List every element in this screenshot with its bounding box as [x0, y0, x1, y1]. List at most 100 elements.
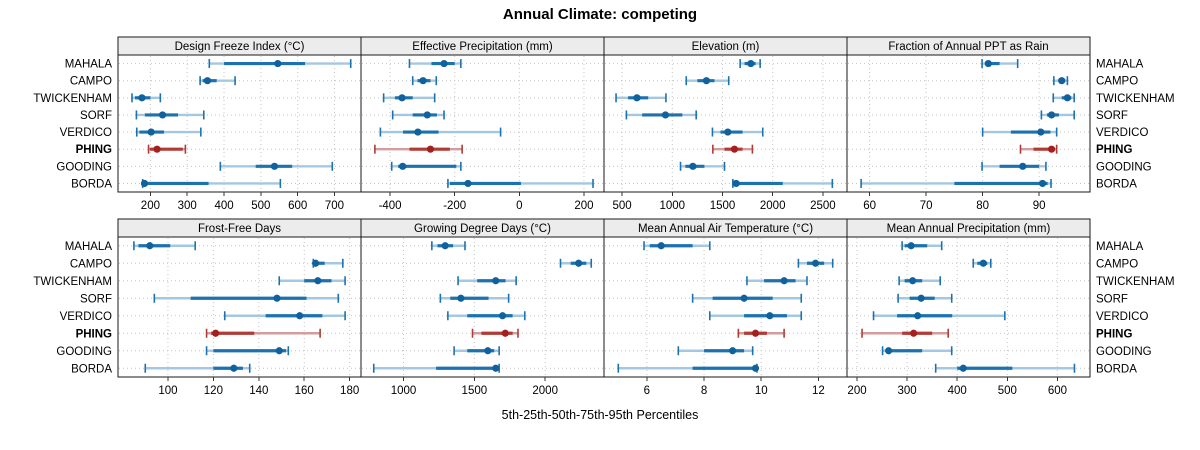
site-label-right: CAMPO — [1096, 76, 1138, 88]
median-dot — [780, 277, 788, 285]
median-dot — [492, 364, 500, 372]
axis-tick-label: 600 — [1048, 385, 1067, 397]
site-label-left: BORDA — [71, 363, 112, 375]
median-dot — [501, 329, 509, 337]
panel-strip-title: Elevation (m) — [692, 41, 760, 53]
x-axis-label: 5th-25th-50th-75th-95th Percentiles — [501, 408, 699, 422]
axis-tick-label: 12 — [812, 385, 825, 397]
median-dot — [419, 77, 427, 85]
site-label-right: MAHALA — [1096, 241, 1144, 253]
median-dot — [498, 312, 507, 320]
median-dot — [747, 59, 755, 68]
median-dot — [917, 294, 925, 302]
site-label-left: GOODING — [56, 161, 112, 173]
median-dot — [740, 294, 748, 302]
site-label-left: CAMPO — [70, 258, 112, 270]
median-dot — [314, 277, 322, 285]
panel-strip-title: Design Freeze Index (°C) — [175, 41, 305, 53]
axis-tick-label: 0 — [516, 200, 522, 212]
panel-plot-area — [846, 236, 1091, 378]
median-dot — [661, 111, 670, 119]
site-label-right: BORDA — [1096, 178, 1137, 190]
panel-strip-title: Growing Degree Days (°C) — [414, 223, 551, 235]
axis-tick-label: 2000 — [760, 200, 786, 212]
median-dot — [724, 128, 732, 136]
median-dot — [1037, 128, 1045, 136]
median-dot — [398, 94, 406, 102]
median-dot — [811, 259, 820, 267]
axis-tick-label: 1000 — [391, 385, 417, 397]
site-label-right: CAMPO — [1096, 258, 1138, 270]
median-dot — [311, 259, 320, 267]
panel-plot-area — [846, 54, 1091, 193]
median-dot — [230, 364, 238, 372]
median-dot — [440, 59, 448, 68]
axis-tick-label: 600 — [288, 200, 307, 212]
axis-tick-label: 70 — [920, 200, 933, 212]
axis-tick-label: -400 — [379, 200, 402, 212]
median-dot — [275, 347, 283, 355]
median-dot — [979, 259, 987, 267]
median-dot — [910, 329, 918, 337]
median-dot — [296, 312, 304, 320]
median-dot — [147, 128, 155, 136]
median-dot — [575, 259, 583, 267]
axis-tick-label: 10 — [755, 385, 768, 397]
site-label-left: SORF — [80, 293, 112, 305]
median-dot — [1058, 77, 1066, 85]
site-label-right: BORDA — [1096, 363, 1137, 375]
axis-tick-label: 6 — [644, 385, 650, 397]
median-dot — [464, 179, 472, 188]
median-dot — [457, 294, 465, 302]
axis-tick-label: 8 — [701, 385, 707, 397]
median-dot — [959, 364, 967, 372]
panel-plot-area — [117, 54, 362, 193]
site-label-right: GOODING — [1096, 161, 1152, 173]
site-label-right: VERDICO — [1096, 311, 1148, 323]
site-label-right: SORF — [1096, 110, 1128, 122]
site-label-right: VERDICO — [1096, 127, 1148, 139]
panel-strip-title: Mean Annual Precipitation (mm) — [887, 223, 1051, 235]
axis-tick-label: 200 — [141, 200, 160, 212]
axis-tick-label: 160 — [295, 385, 314, 397]
site-label-right: MAHALA — [1096, 59, 1144, 71]
median-dot — [729, 347, 737, 355]
axis-tick-label: 400 — [948, 385, 967, 397]
axis-tick-label: 1500 — [462, 385, 488, 397]
median-dot — [399, 162, 407, 170]
site-label-left: PHING — [76, 328, 112, 340]
site-label-left: MAHALA — [65, 59, 113, 71]
axis-tick-label: 500 — [998, 385, 1017, 397]
median-dot — [158, 111, 167, 119]
axis-tick-label: 500 — [251, 200, 270, 212]
axis-tick-label: 300 — [898, 385, 917, 397]
site-label-left: VERDICO — [60, 311, 112, 323]
panel-plot-area — [603, 54, 848, 193]
axis-tick-label: 1500 — [710, 200, 736, 212]
axis-tick-label: 120 — [204, 385, 223, 397]
median-dot — [273, 294, 281, 302]
median-dot — [984, 59, 992, 68]
median-dot — [426, 145, 435, 153]
median-dot — [1063, 94, 1071, 102]
site-label-right: PHING — [1096, 144, 1132, 156]
median-dot — [657, 242, 665, 250]
panel-plot-area — [117, 236, 362, 378]
median-dot — [153, 145, 161, 153]
median-dot — [1019, 162, 1027, 170]
median-dot — [633, 94, 641, 102]
site-label-left: TWICKENHAM — [33, 93, 112, 105]
site-label-left: TWICKENHAM — [33, 276, 112, 288]
axis-tick-label: 1000 — [659, 200, 685, 212]
panel-strip-title: Frost-Free Days — [198, 223, 281, 235]
median-dot — [884, 347, 893, 355]
median-dot — [914, 312, 922, 320]
site-label-left: VERDICO — [60, 127, 112, 139]
median-dot — [909, 277, 917, 285]
median-dot — [146, 242, 154, 250]
median-dot — [274, 59, 282, 68]
median-dot — [414, 128, 422, 136]
axis-tick-label: 90 — [1033, 200, 1046, 212]
